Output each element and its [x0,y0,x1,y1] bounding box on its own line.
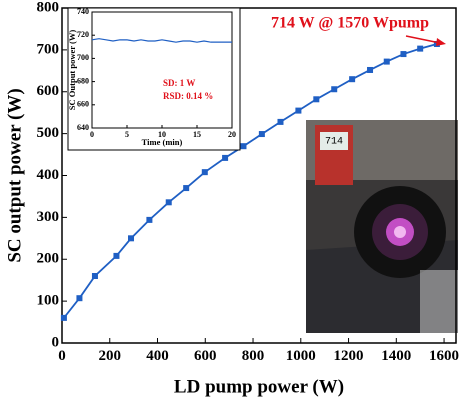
y-axis-title: SC Output power (W) [67,30,77,111]
x-axis-title: Time (min) [142,137,183,147]
marker [165,199,172,206]
series-line [63,43,438,319]
marker [91,273,98,279]
y-tick-label: 500 [37,125,60,141]
main-chart: 0 200 400 600 800 1000 1200 1400 160001002003004… [4,0,459,397]
x-tick-label: 400 [146,348,169,364]
x-tick-label: 200 [99,348,122,364]
inset-annotation: SD: 1 W [163,78,195,88]
inset-frame [67,7,241,151]
marker [76,295,83,302]
x-axis-title: LD pump power (W) [174,376,344,397]
y-tick-label: 800 [37,0,60,15]
x-tick-label: 20 [228,130,236,139]
y-tick-label: 640 [77,123,89,132]
marker [331,86,338,93]
marker [417,45,424,52]
marker [349,76,356,83]
x-tick-label: 0 [58,348,66,364]
x-tick-label: 1400 [381,348,411,364]
marker [201,169,208,176]
y-tick-label: 200 [37,251,60,267]
marker [400,51,407,58]
marker [383,58,390,65]
marker [222,154,229,161]
marker [258,131,265,138]
x-tick-label: 5 [125,130,129,139]
y-tick-label: 0 [52,334,60,350]
x-tick-label: 10 [158,130,166,139]
marker [128,235,135,242]
y-tick-label: 680 [77,76,89,85]
inset-annotation: RSD: 0.14 % [163,91,213,101]
x-tick-label: 1200 [334,348,364,364]
y-axis-title: SC output power (W) [4,88,25,262]
marker [60,314,67,321]
annotation-arrow [405,35,441,44]
y-tick-label: 100 [37,293,60,309]
marker [183,185,190,192]
y-tick-label: 700 [37,41,60,57]
arrow-head [436,38,446,46]
y-tick-label: 740 [77,7,89,16]
annotation: 714 W @ 1570 Wpump [271,15,429,32]
x-tick-label: 800 [242,348,265,364]
marker [146,216,153,223]
series-line [91,38,232,43]
y-tick-label: 400 [37,167,60,183]
inset-chart: 0 5 10 15 20 640 660 680 700 720 740 Time (min) SC O… [67,7,236,147]
y-tick-label: 300 [37,209,60,225]
x-tick-label: 1000 [286,348,316,364]
marker [295,107,302,114]
y-tick-label: 720 [77,30,89,39]
y-tick-label: 600 [37,83,60,99]
marker [367,66,374,73]
photo-display: 714 [325,137,343,148]
marker [240,143,247,150]
marker [113,252,120,259]
x-tick-label: 15 [193,130,201,139]
photo [306,120,458,333]
y-tick-label: 700 [77,53,89,62]
x-tick-label: 0 [90,130,94,139]
x-tick-label: 1600 [429,348,459,364]
y-tick-label: 660 [77,100,89,109]
x-tick-label: 600 [194,348,217,364]
marker [313,96,320,103]
marker [277,118,284,125]
